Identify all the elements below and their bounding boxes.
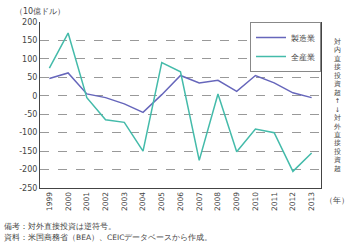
svg-text:-250: -250 — [19, 184, 37, 193]
svg-text:2001: 2001 — [82, 192, 91, 211]
svg-text:2010: 2010 — [251, 192, 260, 211]
svg-text:0: 0 — [32, 92, 37, 101]
svg-text:2005: 2005 — [157, 192, 166, 211]
svg-text:-200: -200 — [19, 165, 37, 174]
svg-text:2004: 2004 — [138, 192, 147, 211]
svg-text:100: 100 — [22, 55, 37, 64]
svg-text:2006: 2006 — [176, 192, 185, 211]
svg-text:製造業: 製造業 — [291, 34, 315, 43]
svg-text:2008: 2008 — [213, 192, 222, 211]
svg-text:2000: 2000 — [64, 192, 73, 211]
svg-text:2009: 2009 — [232, 192, 241, 211]
svg-text:資料：米国商務省（BEA）、CEICデータベースから作成。: 資料：米国商務省（BEA）、CEICデータベースから作成。 — [4, 233, 212, 242]
svg-text:備考：対外直接投資は逆符号。: 備考：対外直接投資は逆符号。 — [4, 222, 116, 231]
svg-text:全産業: 全産業 — [291, 53, 315, 62]
svg-text:2012: 2012 — [288, 192, 297, 211]
svg-text:2007: 2007 — [195, 192, 204, 211]
svg-text:（年）: （年） — [325, 196, 349, 205]
svg-text:2003: 2003 — [120, 192, 129, 211]
svg-text:1999: 1999 — [45, 192, 54, 211]
svg-text:150: 150 — [22, 36, 37, 45]
svg-text:50: 50 — [27, 73, 37, 82]
svg-text:-150: -150 — [19, 147, 37, 156]
svg-text:-100: -100 — [19, 128, 37, 137]
svg-text:-50: -50 — [24, 110, 37, 119]
svg-text:対内直接投資超↑↓対外直接投資超: 対内直接投資超↑↓対外直接投資超 — [333, 38, 341, 173]
svg-text:2013: 2013 — [307, 192, 316, 211]
svg-text:（10億ドル）: （10億ドル） — [15, 7, 65, 16]
svg-text:200: 200 — [22, 18, 37, 27]
svg-text:2011: 2011 — [270, 192, 279, 211]
svg-text:2002: 2002 — [101, 192, 110, 211]
